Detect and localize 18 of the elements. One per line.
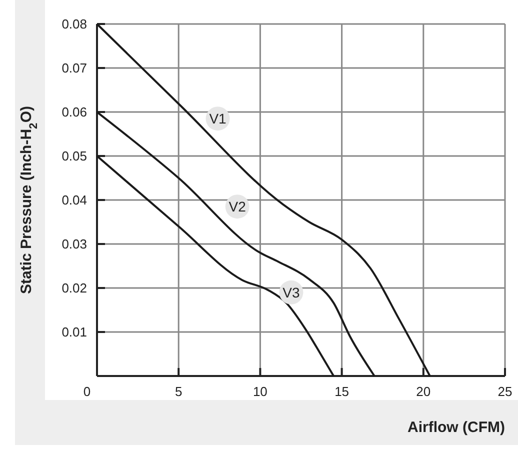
annotation: V3 xyxy=(282,284,300,300)
x-tick-label: 0 xyxy=(83,384,91,399)
x-tick-label: 10 xyxy=(252,384,268,399)
y-tick-label: 0.02 xyxy=(62,280,87,296)
x-tick-label: 25 xyxy=(498,384,512,399)
y-tick-label: 0.04 xyxy=(62,192,87,208)
y-tick-label: 0.06 xyxy=(62,104,87,120)
annotation: V1 xyxy=(209,110,227,126)
y-tick-label: 0.08 xyxy=(62,16,87,32)
y-tick-label: 0.07 xyxy=(62,60,87,76)
y-tick-label: 0.01 xyxy=(62,324,87,340)
y-tick-label: 0.05 xyxy=(62,148,87,164)
x-tick-label: 20 xyxy=(416,384,431,399)
x-tick-label: 15 xyxy=(334,384,350,399)
x-tick-label: 5 xyxy=(174,384,182,399)
x-axis-title: Airflow (CFM) xyxy=(408,419,505,436)
y-tick-label: 0.03 xyxy=(62,236,87,252)
annotation: V2 xyxy=(228,198,246,214)
